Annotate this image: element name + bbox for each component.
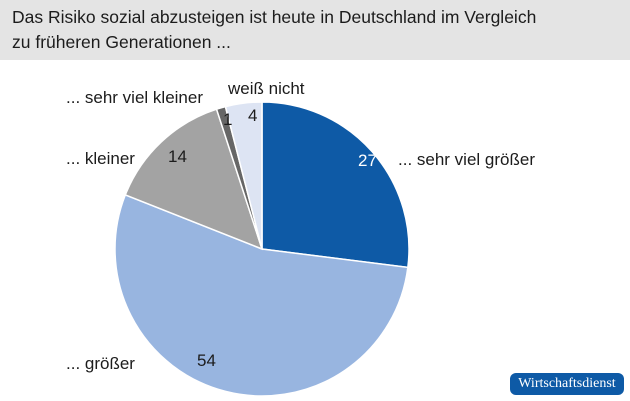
pie-category-label-größer: ... größer	[66, 354, 135, 373]
pie-category-labels: ... sehr viel größer ... größer ... kleine…	[66, 79, 535, 373]
pie-category-label-sehr-viel-kleiner: ... sehr viel kleiner	[66, 88, 203, 107]
pie-slice-weiß-nicht	[224, 101, 263, 250]
pie-value-label-sehr-viel-größer: 27	[358, 151, 377, 170]
pie-slice-sehr-viel-größer	[261, 101, 410, 269]
pie-value-label-sehr-viel-kleiner: 1	[223, 110, 232, 129]
pie-slices	[114, 101, 410, 397]
pie-value-label-kleiner: 14	[168, 147, 187, 166]
chart-title-line-1: Das Risiko sozial abzusteigen ist heute …	[12, 7, 537, 27]
pie-category-label-weiß-nicht: weiß nicht	[227, 79, 305, 98]
pie-slice-größer	[114, 193, 409, 397]
pie-category-label-sehr-viel-größer: ... sehr viel größer	[398, 150, 535, 169]
pie-value-labels: 27 54 14 1 4	[168, 106, 377, 370]
source-badge: Wirtschaftsdienst	[510, 373, 624, 395]
pie-value-label-weiß-nicht: 4	[248, 106, 257, 125]
title-bar: Das Risiko sozial abzusteigen ist heute …	[0, 0, 630, 60]
pie-category-label-kleiner: ... kleiner	[66, 149, 135, 168]
pie-value-label-größer: 54	[197, 351, 216, 370]
chart-title-line-2: zu früheren Generationen ...	[12, 32, 231, 52]
